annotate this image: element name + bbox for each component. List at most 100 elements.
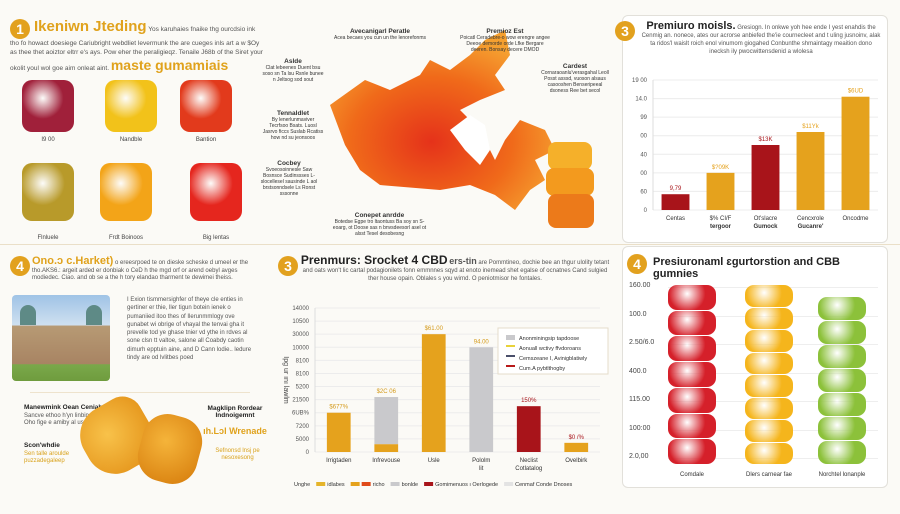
y-tick-label: 5200 bbox=[296, 385, 310, 391]
legend-label: Gomimenuos ı Oerlogede bbox=[435, 482, 498, 488]
stack-label: Norchtel lonanple bbox=[818, 472, 866, 478]
gummy-piece bbox=[745, 375, 793, 397]
left-callout-title-2: Scon'whdie bbox=[24, 442, 60, 449]
section-header: 1 Ikeniwn Jteding Yos karuhaies fnaike th… bbox=[10, 18, 265, 73]
gummy-image bbox=[105, 80, 157, 132]
gummy-piece bbox=[745, 442, 793, 464]
category-label: Pololm bbox=[472, 458, 490, 464]
gummy-piece bbox=[745, 307, 793, 329]
gummy-piece bbox=[818, 393, 866, 416]
data-label: $13K bbox=[758, 137, 772, 143]
section-intro: Prenmurs: Srocket 4 CBD ers-tin are Pomm… bbox=[300, 254, 610, 283]
y-tick-label: 0 bbox=[644, 208, 648, 214]
annotation-title: Tennaldlet bbox=[276, 110, 310, 117]
annotation-title: Avecanigarl Peratle bbox=[349, 28, 411, 35]
legend-swatch bbox=[506, 365, 515, 367]
data-label: $0 /% bbox=[569, 435, 585, 441]
data-label: $11Yk bbox=[802, 124, 820, 130]
gummy-piece bbox=[818, 369, 866, 392]
bar-segment bbox=[516, 406, 541, 452]
building-photo bbox=[12, 295, 110, 381]
gummy-piece bbox=[668, 336, 716, 362]
gummy-piece bbox=[818, 345, 866, 368]
bar bbox=[706, 172, 735, 210]
category-label: lit bbox=[479, 466, 484, 472]
legend-swatch bbox=[350, 482, 360, 486]
bottom-legend: Unghe idlabes richo bonlde Gomimenuos ı Oerl… bbox=[294, 482, 573, 488]
gummy-piece bbox=[668, 285, 716, 310]
gummy-label: Nandble bbox=[119, 137, 143, 143]
y-tick-label: 8100 bbox=[296, 371, 310, 377]
section-intro-text: are Pommtineo, dochie bee an thgur uloli… bbox=[302, 260, 610, 282]
section-title: Ikeniwn Jteding bbox=[34, 18, 147, 35]
bar-segment bbox=[374, 397, 399, 445]
data-label: 9,79 bbox=[670, 186, 682, 192]
bar bbox=[796, 132, 825, 210]
gummy-piece bbox=[668, 362, 716, 387]
data-label: $?09K bbox=[712, 165, 729, 171]
section-intro-text: o ereesrpoed te on dieske scheske d umee… bbox=[32, 260, 249, 281]
gummy-piece bbox=[668, 413, 716, 439]
left-callout-text-2: Sen talle aroulde puzzadegaleep bbox=[24, 451, 70, 464]
hudson-bay bbox=[450, 115, 490, 165]
y-tick-label: 10500 bbox=[292, 319, 309, 325]
annotation-text: Clat lebeenes Duent bsu soso sn Ta lsu R… bbox=[262, 65, 324, 83]
y-tick-label: 100:00 bbox=[629, 424, 651, 432]
gummy-image bbox=[22, 80, 74, 132]
gummy-image bbox=[22, 163, 74, 221]
y-tick-label: 19 00 bbox=[632, 78, 648, 84]
data-label: $2C 06 bbox=[377, 389, 397, 395]
divider bbox=[30, 392, 250, 393]
map-annotation: Cocbey Svoeosoinnesle Saw Bosnsce Sudinss… bbox=[258, 160, 320, 197]
y-tick-label: 2.0,00 bbox=[629, 453, 649, 460]
bar bbox=[751, 145, 780, 210]
legend-swatch bbox=[506, 345, 515, 347]
section-subtitle: maste gumamiais bbox=[110, 57, 229, 74]
y-tick-label: 00 bbox=[640, 171, 647, 177]
gummy-label: Big lentas bbox=[202, 235, 230, 241]
category-label: Ovelbirk bbox=[565, 458, 588, 464]
gummy-piece bbox=[818, 297, 866, 320]
annotation-text: Acea becaes you cun un the lenorefonms bbox=[333, 35, 426, 41]
y-tick-label: 40 bbox=[640, 152, 647, 158]
bar-segment bbox=[421, 334, 446, 452]
legend-label: Cenmaf Conde Dnoses bbox=[515, 482, 572, 488]
section-body: I Exion tismmersighfer of theye cle enti… bbox=[127, 297, 252, 362]
category-label: Infrevouse bbox=[372, 458, 401, 464]
y-tick-label: 14000 bbox=[292, 306, 309, 312]
canada-map-shape bbox=[330, 30, 555, 210]
section-intro: Ono.ɔ c.Harket) o ereesrpoed te on diesk… bbox=[32, 255, 262, 283]
legend-swatch bbox=[504, 482, 514, 486]
tower-dome-right bbox=[86, 305, 102, 325]
legend-label: idlabes bbox=[327, 482, 345, 488]
section-number-badge: 4 bbox=[10, 256, 30, 276]
category-label: Cencxrole bbox=[797, 216, 825, 222]
annotation-title: Aslde bbox=[284, 58, 302, 65]
y-tick-label: 10000 bbox=[292, 345, 309, 351]
annotation-text: Svoeosoinnesle Saw Bosnsce Sudinssses L-… bbox=[260, 167, 318, 197]
canada-map bbox=[330, 30, 555, 210]
map-annotation: Avecanigarl Peratle Acea becaes you cun u… bbox=[325, 28, 435, 41]
gummy-piece bbox=[818, 441, 866, 464]
data-label: $677% bbox=[329, 405, 348, 411]
y-tick-label: 21500 bbox=[292, 398, 309, 404]
section-title: Ono.ɔ c.Harket) bbox=[32, 255, 114, 267]
legend-swatch bbox=[361, 482, 371, 486]
category-label: Oncodme bbox=[842, 216, 869, 222]
data-label: 94.00 bbox=[474, 339, 490, 345]
gummy-label: Frdt Boinoos bbox=[108, 235, 144, 241]
legend-label: Anonminingsip tapdoose bbox=[519, 336, 579, 342]
y-tick-label: 99 bbox=[640, 115, 647, 121]
section-body-text: Gresiogn. In onkwe yoh hee ende I yest e… bbox=[641, 25, 881, 55]
data-label: 150% bbox=[521, 398, 537, 404]
gummy-piece bbox=[745, 397, 793, 419]
map-annotation: Premioz Est Poicatl Ceradebre-o wow ereng… bbox=[460, 28, 550, 53]
legend-label: Cum.A pybtlthogby bbox=[519, 366, 565, 372]
y-tick-label: 2.50/6.0 bbox=[629, 339, 655, 346]
section-body: Premiuro moisls. Gresiogn. In onkwe yoh … bbox=[641, 21, 881, 56]
category-label: Gucanre' bbox=[798, 224, 824, 230]
map-annotation: Aslde Clat lebeenes Duent bsu soso sn Ta … bbox=[262, 58, 324, 83]
gummy-image bbox=[190, 163, 242, 221]
y-axis-label: Ipg ur ını lawlm bbox=[282, 356, 289, 404]
y-tick-label: 60 bbox=[640, 189, 647, 195]
